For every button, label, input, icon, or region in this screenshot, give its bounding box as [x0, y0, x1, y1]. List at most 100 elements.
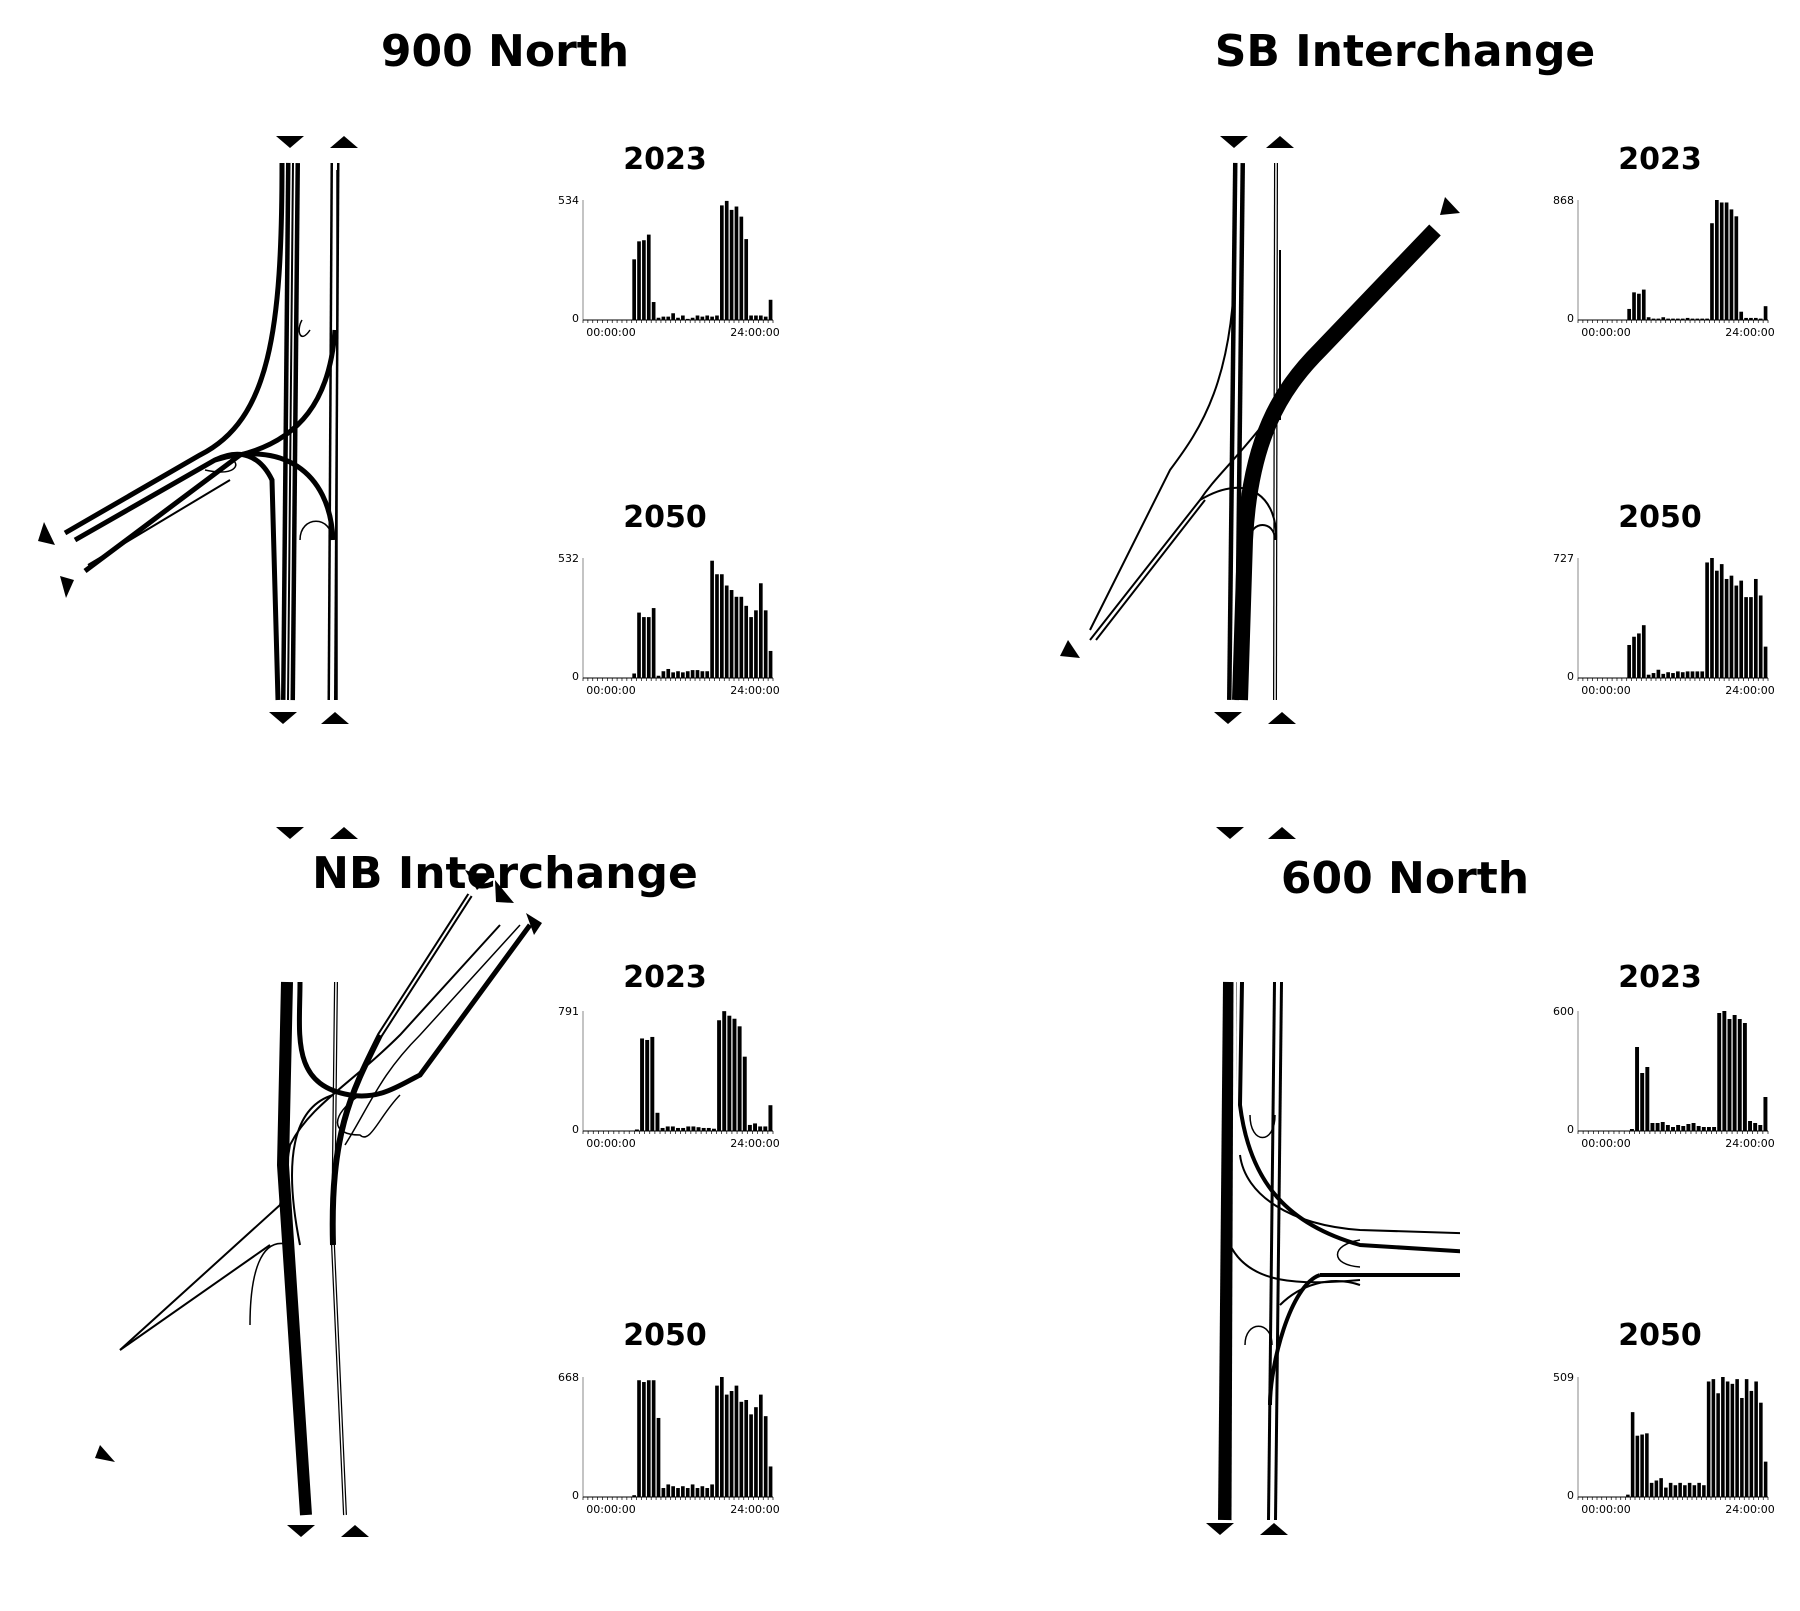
bar [1635, 1435, 1640, 1497]
x-tick-label-end: 24:00:00 [1725, 1137, 1774, 1150]
histogram-2050: 509 0 00:00:00 24:00:00 [1553, 1371, 1775, 1516]
bar [1734, 216, 1739, 320]
bar [676, 317, 680, 320]
panel-title: 600 North [1280, 853, 1530, 904]
bar [1759, 1402, 1763, 1497]
chart-title-2050: 2050 [1618, 1318, 1702, 1353]
bar [1686, 1124, 1691, 1131]
y-tick-label-zero: 0 [572, 312, 579, 325]
y-tick-label-zero: 0 [1567, 1123, 1574, 1136]
bar [744, 239, 749, 320]
bar [1715, 200, 1719, 320]
panel-sb-interchange: SB Interchange 2023 868 0 00:00:00 24:00:00… [900, 0, 1800, 805]
x-tick-label-end: 24:00:00 [1725, 684, 1774, 697]
bar [1695, 671, 1700, 678]
bar [717, 1020, 722, 1131]
bar [1716, 1393, 1720, 1497]
bar [666, 668, 671, 678]
bar [1632, 636, 1636, 678]
bar [686, 1126, 691, 1131]
bar [768, 1105, 773, 1131]
bar [724, 1394, 729, 1497]
bar [1706, 1127, 1711, 1131]
x-tick-label-start: 00:00:00 [1581, 326, 1630, 339]
bar [1645, 1433, 1649, 1497]
bar [706, 1127, 711, 1131]
x-tick-label-start: 00:00:00 [1581, 1503, 1630, 1516]
histogram-2023: 600 0 00:00:00 24:00:00 [1553, 1005, 1775, 1150]
bar [661, 1488, 666, 1497]
x-tick-label-end: 24:00:00 [730, 1503, 779, 1516]
bar [661, 671, 666, 678]
bar [720, 205, 724, 320]
bar [637, 241, 641, 320]
bar [690, 1484, 695, 1497]
bar [1685, 671, 1690, 678]
bar [1739, 580, 1744, 678]
bar [1696, 1126, 1701, 1131]
bar [1681, 1126, 1686, 1131]
x-tick-label-start: 00:00:00 [1581, 1137, 1630, 1150]
bar [1697, 1482, 1701, 1497]
bar [646, 617, 651, 678]
bar [758, 315, 763, 320]
bar [1641, 289, 1646, 320]
bar [749, 315, 753, 320]
bar [632, 1495, 636, 1497]
bar [715, 1385, 719, 1497]
y-tick-label-max: 534 [558, 194, 579, 207]
y-tick-label-max: 600 [1553, 1005, 1574, 1018]
histogram-2023: 868 0 00:00:00 24:00:00 [1553, 194, 1775, 339]
bar [710, 560, 714, 678]
bar [1635, 1047, 1640, 1131]
bar [1676, 318, 1680, 320]
bar [691, 1126, 696, 1131]
bar [676, 671, 680, 678]
bar [637, 1380, 641, 1497]
bar [768, 299, 773, 320]
bar [1749, 597, 1753, 678]
bar [1763, 646, 1768, 678]
bar [1732, 1015, 1737, 1131]
y-tick-label-max: 509 [1553, 1371, 1574, 1384]
chart-title-2050: 2050 [623, 1318, 707, 1353]
bar [744, 605, 749, 678]
bar [722, 1011, 727, 1131]
bar [1651, 673, 1656, 678]
bar [705, 315, 710, 320]
bar [1719, 564, 1724, 678]
bar [1626, 1494, 1630, 1497]
bar [1727, 1019, 1732, 1131]
bar [666, 1484, 671, 1497]
x-tick-label-end: 24:00:00 [1725, 326, 1774, 339]
bar [1649, 1482, 1654, 1497]
bar [1665, 1125, 1670, 1131]
bar [1661, 673, 1666, 678]
x-tick-label-start: 00:00:00 [586, 326, 635, 339]
y-tick-label-zero: 0 [1567, 1489, 1574, 1502]
bar [1632, 292, 1636, 320]
x-tick-label-start: 00:00:00 [586, 684, 635, 697]
bar [1646, 674, 1651, 678]
bar [1651, 318, 1656, 320]
bar [646, 1380, 651, 1497]
y-tick-label-max: 668 [558, 1371, 579, 1384]
bar [681, 1127, 686, 1131]
bar [1695, 318, 1700, 320]
bar [1666, 672, 1670, 678]
bar [1637, 633, 1641, 678]
bar [1661, 317, 1666, 320]
bar [695, 670, 700, 678]
bar [754, 1407, 758, 1497]
bar [754, 610, 758, 678]
ramp-diagram [95, 827, 542, 1537]
x-tick-label-start: 00:00:00 [586, 1503, 635, 1516]
chart-title-2050: 2050 [1618, 500, 1702, 535]
bar [632, 259, 636, 320]
bar [739, 596, 744, 678]
bar [656, 1417, 661, 1497]
ramp-diagram [1060, 136, 1460, 724]
bar [637, 612, 641, 678]
bar [1744, 597, 1748, 678]
bar [1637, 293, 1641, 320]
